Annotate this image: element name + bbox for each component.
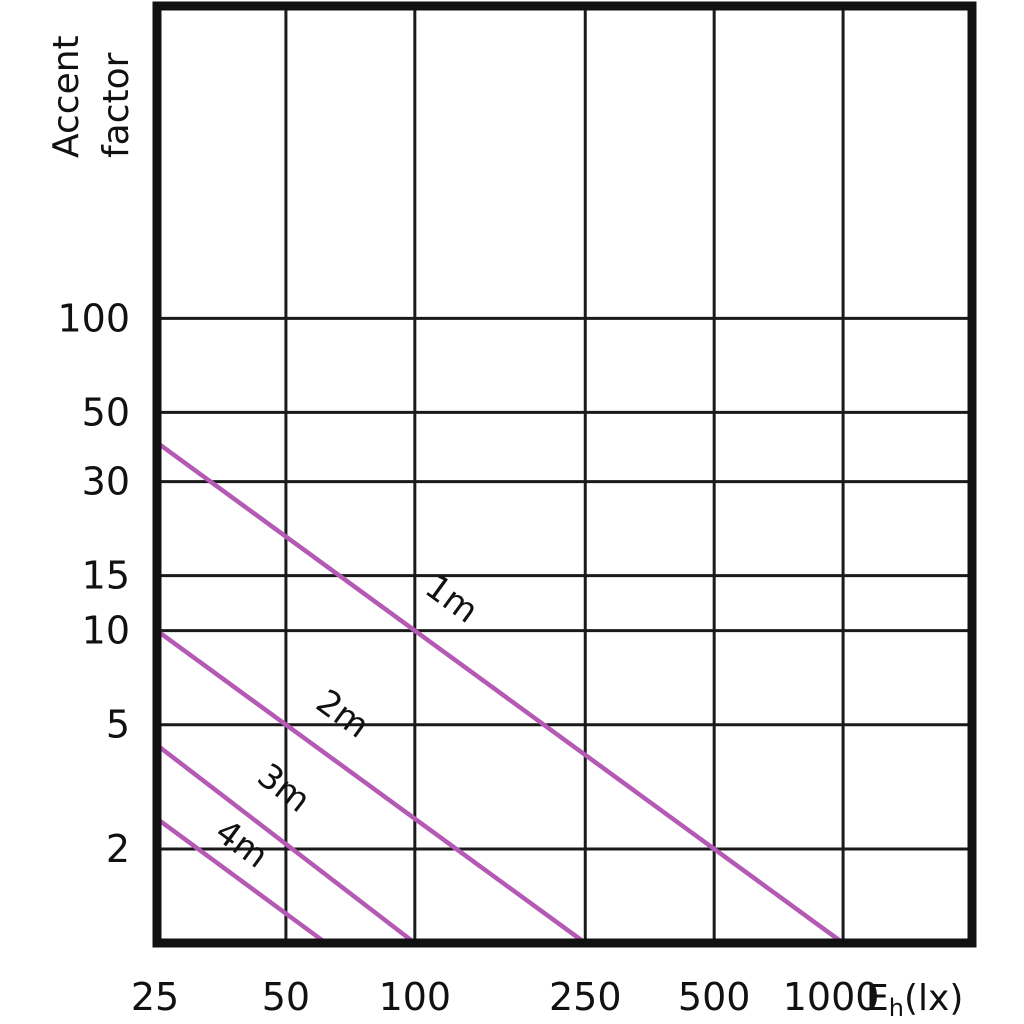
x-axis-label-subscript: h [889,994,904,1022]
plot-frame [152,1,977,948]
x-axis-label-main: E [866,978,889,1019]
y-tick-label: 50 [82,390,130,434]
series-line-3m [155,743,417,945]
series-line-1m [155,440,845,945]
series-line-2m [155,628,587,945]
series-label-2m: 2m [309,682,377,747]
y-tick-label: 5 [106,703,130,747]
y-tick-label: 15 [82,554,130,598]
series-label-3m: 3m [250,756,318,821]
y-axis-label-line2: factor [96,52,137,158]
series-line-4m [155,816,328,945]
x-tick-label: 100 [379,975,452,1019]
y-tick-label: 2 [106,827,130,871]
series-lines [155,440,845,945]
y-tick-labels: 2 5 10 15 30 50 100 [57,296,130,871]
x-tick-label: 50 [262,975,310,1019]
y-tick-label: 100 [57,296,130,340]
x-tick-labels: 25 50 100 250 500 1000 [131,975,880,1019]
y-axis-label-line1: Accent [46,35,87,158]
x-axis-label-unit: (lx) [904,978,963,1019]
series-label-4m: 4m [208,812,276,877]
x-axis-label: Eh(lx) [866,978,963,1022]
y-tick-label: 30 [82,460,130,504]
x-tick-label: 250 [549,975,622,1019]
x-tick-label: 1000 [783,975,880,1019]
y-tick-label: 10 [82,609,130,653]
x-tick-label: 500 [678,975,751,1019]
x-tick-label: 25 [131,975,179,1019]
